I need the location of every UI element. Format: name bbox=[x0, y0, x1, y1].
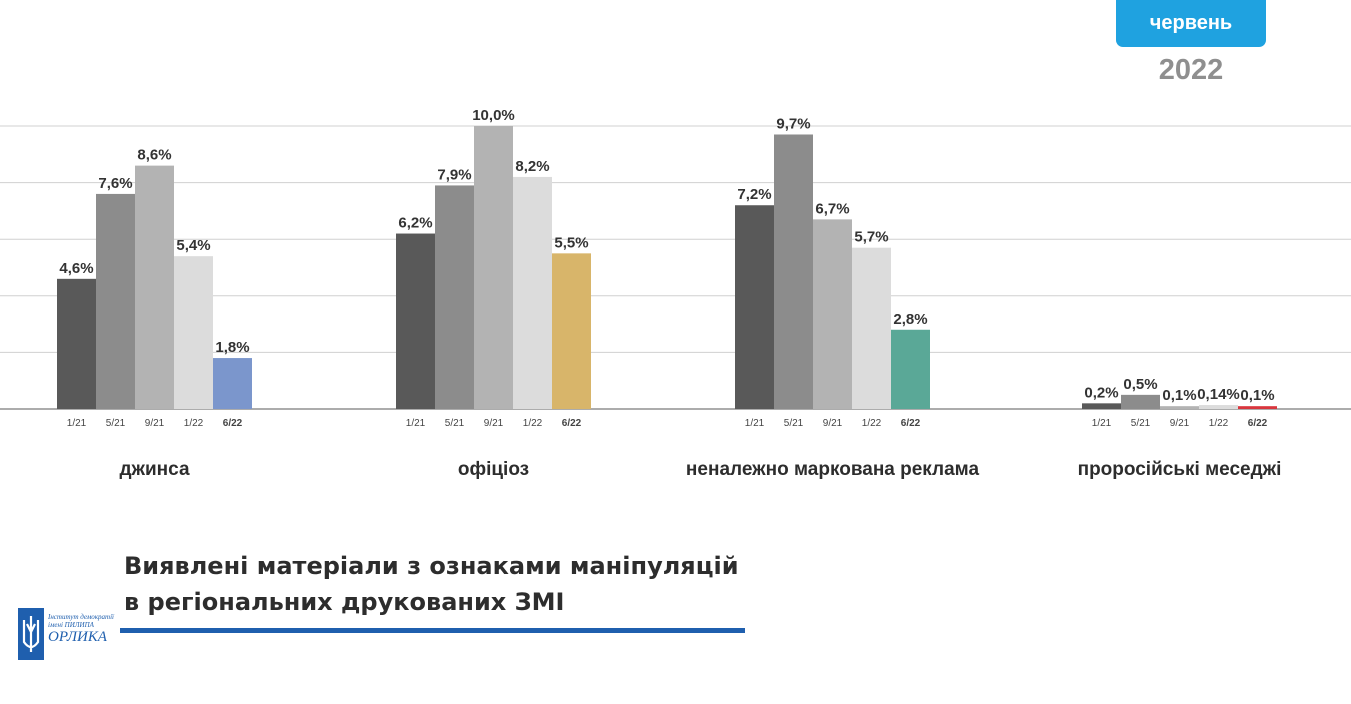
bar bbox=[552, 253, 591, 409]
data-label: 8,6% bbox=[137, 147, 171, 164]
logo-text: Інститут демократії імені ПИЛИПА ОРЛИКА bbox=[48, 614, 114, 645]
bar bbox=[213, 358, 252, 409]
title-underline bbox=[120, 628, 745, 633]
data-label: 7,6% bbox=[98, 175, 132, 192]
bar bbox=[96, 193, 135, 409]
month-badge: червень bbox=[1116, 0, 1266, 47]
bar bbox=[513, 176, 552, 409]
tick-label: 5/21 bbox=[1131, 418, 1151, 429]
tick-label: 5/21 bbox=[784, 418, 804, 429]
data-label: 5,5% bbox=[554, 234, 588, 251]
tick-label: 6/22 bbox=[1248, 418, 1268, 429]
data-label: 1,8% bbox=[215, 339, 249, 356]
title-line-1: Виявлені матеріали з ознаками маніпуляці… bbox=[124, 552, 739, 580]
logo-line-3: ОРЛИКА bbox=[48, 629, 107, 645]
data-label: 8,2% bbox=[515, 158, 549, 175]
tick-label: 1/21 bbox=[67, 418, 87, 429]
tick-label: 6/22 bbox=[562, 418, 582, 429]
bar bbox=[1121, 394, 1160, 409]
bar bbox=[396, 233, 435, 409]
tick-label: 1/21 bbox=[1092, 418, 1112, 429]
bar bbox=[813, 219, 852, 409]
bar bbox=[1238, 406, 1277, 409]
data-label: 2,8% bbox=[893, 311, 927, 328]
tick-label: 1/21 bbox=[745, 418, 765, 429]
tick-label: 9/21 bbox=[145, 418, 165, 429]
tick-label: 5/21 bbox=[445, 418, 465, 429]
category-label: джинса bbox=[119, 459, 189, 480]
bar bbox=[57, 278, 96, 409]
data-label: 6,2% bbox=[398, 215, 432, 232]
data-label: 7,2% bbox=[737, 186, 771, 203]
institute-logo: Інститут демократії імені ПИЛИПА ОРЛИКА bbox=[10, 602, 122, 666]
data-label: 0,1% bbox=[1162, 387, 1196, 404]
tick-label: 5/21 bbox=[106, 418, 126, 429]
category-label: проросійські меседжі bbox=[1078, 459, 1282, 480]
data-label: 5,4% bbox=[176, 237, 210, 254]
data-label: 5,7% bbox=[854, 229, 888, 246]
year-label: 2022 bbox=[1158, 54, 1224, 86]
data-label: 0,1% bbox=[1240, 387, 1274, 404]
tick-label: 9/21 bbox=[484, 418, 504, 429]
bar bbox=[735, 205, 774, 409]
data-label: 7,9% bbox=[437, 166, 471, 183]
data-label: 10,0% bbox=[472, 107, 515, 124]
bar bbox=[474, 126, 513, 409]
tick-label: 9/21 bbox=[1170, 418, 1190, 429]
category-label: неналежно маркована реклама bbox=[686, 459, 980, 480]
data-label: 9,7% bbox=[776, 115, 810, 132]
trident-logo-icon bbox=[18, 608, 44, 660]
tick-label: 1/22 bbox=[184, 418, 204, 429]
data-label: 4,6% bbox=[59, 260, 93, 277]
data-label: 0,14% bbox=[1197, 386, 1240, 403]
page-title: Виявлені матеріали з ознаками маніпуляці… bbox=[124, 548, 739, 620]
tick-label: 1/22 bbox=[1209, 418, 1229, 429]
tick-label: 6/22 bbox=[223, 418, 243, 429]
logo-line-2: імені ПИЛИПА bbox=[48, 621, 94, 629]
title-line-2: в регіональних друкованих ЗМІ bbox=[124, 588, 565, 616]
month-label: червень bbox=[1149, 12, 1233, 34]
bar bbox=[774, 134, 813, 410]
tick-label: 9/21 bbox=[823, 418, 843, 429]
bar-chart: 4,6% 1/21 7,6% 5/21 8,6% 9/21 5,4% 1/22 1,8% 6/22… bbox=[0, 107, 1351, 480]
bar bbox=[135, 165, 174, 409]
bar bbox=[852, 247, 891, 409]
bar bbox=[435, 185, 474, 409]
category-label: офіціоз bbox=[458, 459, 529, 480]
tick-label: 1/21 bbox=[406, 418, 426, 429]
logo-line-1: Інститут демократії bbox=[48, 613, 115, 621]
data-label: 0,5% bbox=[1123, 376, 1157, 393]
bar bbox=[1160, 406, 1199, 409]
data-label: 0,2% bbox=[1084, 384, 1118, 401]
tick-label: 1/22 bbox=[862, 418, 882, 429]
data-label: 6,7% bbox=[815, 200, 849, 217]
bar bbox=[891, 329, 930, 409]
bar bbox=[1199, 405, 1238, 409]
tick-label: 1/22 bbox=[523, 418, 543, 429]
tick-label: 6/22 bbox=[901, 418, 921, 429]
bar bbox=[1082, 403, 1121, 409]
bar bbox=[174, 256, 213, 409]
